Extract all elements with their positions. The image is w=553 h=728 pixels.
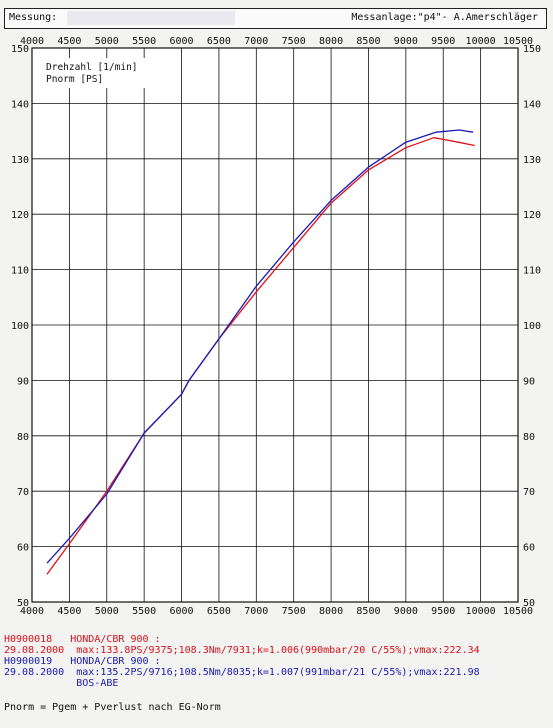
x-tick-label-bottom: 6000 xyxy=(169,606,193,617)
x-tick-label-top: 6000 xyxy=(169,36,193,47)
norm-formula: Pnorm = Pgem + Pverlust nach EG-Norm xyxy=(4,702,221,713)
x-tick-label-top: 4500 xyxy=(57,36,81,47)
x-tick-label-bottom: 7500 xyxy=(282,606,306,617)
y-tick-label-right: 50 xyxy=(523,598,535,609)
legend-entry: Pnorm [PS] xyxy=(46,74,103,85)
measurement-field xyxy=(67,11,235,25)
x-tick-label-bottom: 8000 xyxy=(319,606,343,617)
x-tick-label-bottom: 10000 xyxy=(466,606,496,617)
y-tick-label-left: 80 xyxy=(17,432,29,443)
x-tick-label-bottom: 6500 xyxy=(207,606,231,617)
red-power-curve xyxy=(46,137,475,575)
run2-stats: max:135.2PS/9716;108.5Nm/8035;k=1.007(99… xyxy=(76,667,480,678)
x-tick-label-bottom: 8500 xyxy=(356,606,380,617)
x-tick-label-top: 7000 xyxy=(244,36,268,47)
x-tick-label-bottom: 9500 xyxy=(431,606,455,617)
x-tick-label-bottom: 10500 xyxy=(503,606,533,617)
y-tick-label-left: 70 xyxy=(17,487,29,498)
dyno-name: Messanlage:"p4"- A.Amerschläger xyxy=(351,12,538,23)
x-tick-label-top: 8000 xyxy=(319,36,343,47)
x-tick-label-top: 9500 xyxy=(431,36,455,47)
x-tick-label-bottom: 7000 xyxy=(244,606,268,617)
blue-power-curve xyxy=(46,129,474,564)
x-tick-label-top: 7500 xyxy=(282,36,306,47)
run2-note: BOS-ABE xyxy=(76,678,119,689)
run1-model: HONDA/CBR 900 : xyxy=(70,634,161,645)
x-tick-label-bottom: 4000 xyxy=(20,606,44,617)
run2-date: 29.08.2000 xyxy=(4,667,65,678)
run1-stats: max:133.8PS/9375;108.3Nm/7931;k=1.006(99… xyxy=(76,645,480,656)
x-tick-label-top: 9000 xyxy=(394,36,418,47)
x-tick-label-top: 10000 xyxy=(466,36,496,47)
x-tick-label-top: 8500 xyxy=(356,36,380,47)
measurement-header: Messung: Messanlage:"p4"- A.Amerschläger xyxy=(4,8,547,29)
y-tick-label-left: 50 xyxy=(17,598,29,609)
run2-id: H0900019 xyxy=(4,656,53,667)
measurement-label: Messung: xyxy=(9,12,58,23)
y-tick-label-right: 70 xyxy=(523,487,535,498)
y-tick-label-right: 90 xyxy=(523,376,535,387)
x-tick-label-bottom: 9000 xyxy=(394,606,418,617)
run-info: H0900018 HONDA/CBR 900 : 29.08.2000 max:… xyxy=(4,634,480,689)
run2-model: HONDA/CBR 900 : xyxy=(70,656,161,667)
x-tick-label-bottom: 5000 xyxy=(95,606,119,617)
y-tick-label-left: 140 xyxy=(11,99,29,110)
x-tick-label-top: 4000 xyxy=(20,36,44,47)
y-tick-label-left: 120 xyxy=(11,210,29,221)
run1-id: H0900018 xyxy=(4,634,53,645)
x-tick-label-bottom: 4500 xyxy=(57,606,81,617)
y-tick-label-right: 120 xyxy=(523,210,541,221)
y-tick-label-left: 90 xyxy=(17,376,29,387)
power-chart: 4000 4000 4500 4500 5000 5000 5500 5500 6000 6000… xyxy=(11,36,541,617)
y-tick-label-left: 110 xyxy=(11,266,29,277)
y-tick-label-left: 130 xyxy=(11,155,29,166)
x-tick-label-top: 5000 xyxy=(95,36,119,47)
y-tick-label-right: 60 xyxy=(523,543,535,554)
legend-entry: Drehzahl [1/min] xyxy=(46,62,138,73)
x-tick-label-bottom: 5500 xyxy=(132,606,156,617)
y-tick-label-left: 100 xyxy=(11,321,29,332)
x-tick-label-top: 6500 xyxy=(207,36,231,47)
y-tick-label-right: 150 xyxy=(523,44,541,55)
y-tick-label-right: 130 xyxy=(523,155,541,166)
y-tick-label-left: 150 xyxy=(11,44,29,55)
run1-date: 29.08.2000 xyxy=(4,645,65,656)
legend-box xyxy=(44,58,148,88)
y-tick-label-right: 110 xyxy=(523,266,541,277)
y-tick-label-right: 80 xyxy=(523,432,535,443)
x-tick-label-top: 10500 xyxy=(503,36,533,47)
y-tick-label-right: 100 xyxy=(523,321,541,332)
y-tick-label-right: 140 xyxy=(523,99,541,110)
y-tick-label-left: 60 xyxy=(17,543,29,554)
x-tick-label-top: 5500 xyxy=(132,36,156,47)
